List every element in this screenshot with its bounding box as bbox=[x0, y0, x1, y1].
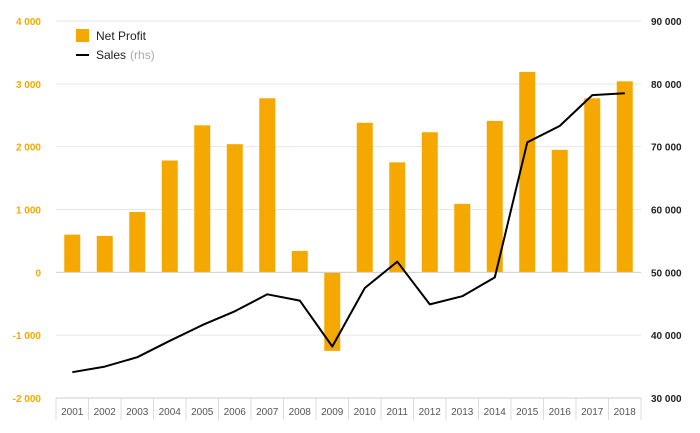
x-tick-label: 2015 bbox=[516, 407, 539, 418]
x-tick-label: 2010 bbox=[354, 407, 377, 418]
right-axis-ticks: 30 000 40 000 50 000 60 000 70 000 80 000 90 0… bbox=[651, 17, 682, 405]
left-tick-label: -2 000 bbox=[13, 394, 42, 405]
right-tick-label: 70 000 bbox=[651, 143, 682, 154]
bar-net-profit-2007 bbox=[259, 98, 276, 273]
left-tick-label: 0 bbox=[35, 268, 41, 279]
left-tick-label: 1 000 bbox=[16, 206, 41, 217]
left-tick-label: 3 000 bbox=[16, 80, 41, 91]
x-tick-label: 2018 bbox=[614, 407, 637, 418]
x-tick-label: 2009 bbox=[321, 407, 344, 418]
sales-line bbox=[72, 92, 625, 374]
bar-net-profit-2015 bbox=[519, 71, 536, 273]
legend-label-sales: Sales bbox=[96, 48, 126, 62]
right-tick-label: 90 000 bbox=[651, 17, 682, 28]
sales-line-group bbox=[72, 92, 625, 374]
bar-net-profit-2017 bbox=[584, 98, 601, 273]
bar-net-profit-2011 bbox=[389, 162, 406, 273]
x-tick-label: 2007 bbox=[256, 407, 279, 418]
right-tick-label: 60 000 bbox=[651, 206, 682, 217]
bar-net-profit-2004 bbox=[161, 160, 178, 273]
x-tick-label: 2006 bbox=[224, 407, 247, 418]
bar-net-profit-2003 bbox=[129, 212, 146, 273]
x-tick-label: 2004 bbox=[159, 407, 182, 418]
bar-net-profit-2012 bbox=[421, 132, 438, 273]
x-tick-label: 2012 bbox=[419, 407, 442, 418]
left-tick-label: 2 000 bbox=[16, 143, 41, 154]
x-tick-label: 2003 bbox=[126, 407, 149, 418]
x-tick-label: 2014 bbox=[484, 407, 507, 418]
bar-net-profit-2014 bbox=[486, 120, 503, 273]
bar-net-profit-2002 bbox=[96, 235, 113, 273]
right-tick-label: 40 000 bbox=[651, 331, 682, 342]
legend: Net Profit Sales (rhs) bbox=[76, 29, 155, 62]
x-tick-label: 2005 bbox=[191, 407, 214, 418]
x-tick-label: 2008 bbox=[289, 407, 312, 418]
bar-net-profit-2006 bbox=[226, 144, 243, 273]
bar-net-profit-2001 bbox=[64, 234, 81, 273]
x-tick-label: 2011 bbox=[386, 407, 408, 418]
right-tick-label: 80 000 bbox=[651, 80, 682, 91]
legend-label-sales-suffix: (rhs) bbox=[130, 48, 155, 62]
right-tick-label: 50 000 bbox=[651, 268, 682, 279]
left-tick-label: -1 000 bbox=[13, 331, 42, 342]
right-tick-label: 30 000 bbox=[651, 394, 682, 405]
bar-net-profit-2016 bbox=[551, 149, 568, 273]
bar-net-profit-2013 bbox=[454, 203, 471, 273]
x-axis: 2001 2002 2003 2004 2005 2006 2007 2008 2009 2010… bbox=[55, 397, 642, 420]
x-tick-label: 2001 bbox=[61, 407, 84, 418]
x-tick-label: 2002 bbox=[94, 407, 117, 418]
net-profit-bars bbox=[64, 71, 633, 351]
x-tick-label: 2017 bbox=[581, 407, 604, 418]
bar-net-profit-2010 bbox=[356, 122, 373, 273]
left-axis-ticks: -2 000 -1 000 0 1 000 2 000 3 000 4 000 bbox=[13, 17, 42, 405]
bar-net-profit-2008 bbox=[291, 250, 308, 273]
legend-swatch-net-profit bbox=[76, 29, 89, 42]
bar-net-profit-2005 bbox=[194, 125, 211, 273]
x-tick-label: 2016 bbox=[549, 407, 572, 418]
legend-label-net-profit: Net Profit bbox=[96, 29, 147, 43]
bar-net-profit-2018 bbox=[616, 81, 633, 273]
bar-net-profit-2009 bbox=[324, 272, 341, 351]
left-tick-label: 4 000 bbox=[16, 17, 41, 28]
x-tick-label: 2013 bbox=[451, 407, 474, 418]
